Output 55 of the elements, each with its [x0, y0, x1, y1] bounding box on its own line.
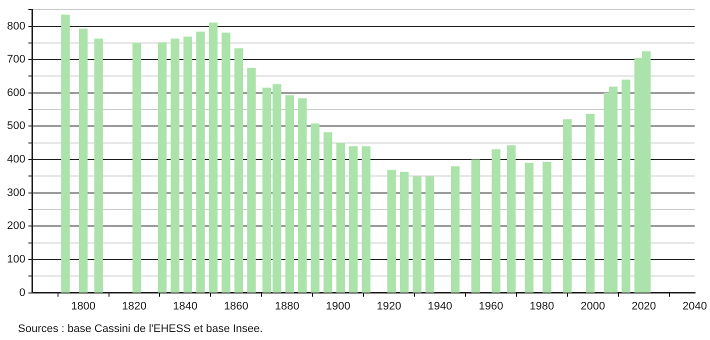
bar	[450, 166, 460, 293]
y-tick-label: 700	[6, 54, 26, 66]
bar	[412, 176, 422, 293]
bar	[542, 162, 552, 293]
bar	[324, 132, 332, 293]
y-tick-label: 300	[6, 186, 26, 199]
bar	[285, 95, 294, 293]
bar	[387, 170, 396, 293]
bar	[507, 145, 516, 293]
bar	[336, 142, 345, 293]
bar	[563, 119, 572, 293]
y-tick-label: 600	[6, 86, 26, 99]
source-note: Sources : base Cassini de l'EHESS et base Insee.	[18, 323, 263, 335]
y-tick-label: 200	[6, 220, 26, 232]
bar	[170, 38, 180, 293]
bar	[524, 162, 534, 293]
bar	[183, 36, 192, 293]
bar	[400, 172, 409, 293]
x-tick-label: 2040	[682, 300, 708, 312]
bar	[492, 149, 500, 293]
bar	[247, 68, 256, 293]
y-tick-label: 0	[19, 286, 26, 299]
x-tick-label: 1900	[326, 300, 350, 312]
bar	[222, 32, 230, 293]
bar	[362, 146, 370, 293]
bar	[310, 124, 320, 293]
bar	[196, 32, 205, 293]
bar	[425, 176, 434, 293]
y-tick-label: 800	[6, 20, 26, 32]
bar	[349, 146, 358, 293]
bar	[78, 28, 88, 293]
bar	[61, 14, 70, 293]
x-tick-label: 1820	[122, 300, 147, 312]
bar	[298, 98, 307, 293]
bar	[234, 48, 244, 293]
bar	[471, 160, 480, 293]
bar	[622, 80, 630, 293]
x-tick-label: 2020	[632, 300, 656, 312]
bar	[586, 114, 595, 293]
x-tick-label: 1860	[224, 300, 248, 312]
x-tick-label: 1960	[478, 300, 504, 312]
bar	[158, 42, 167, 293]
x-tick-label: 1940	[428, 300, 452, 312]
x-tick-label: 1920	[376, 300, 402, 312]
x-tick-label: 1980	[530, 300, 554, 312]
x-tick-label: 2000	[580, 300, 606, 312]
bar	[132, 42, 142, 293]
x-tick-label: 1840	[172, 300, 198, 312]
bar	[94, 38, 103, 293]
x-tick-label: 1880	[274, 300, 300, 312]
y-tick-label: 500	[6, 120, 26, 132]
x-tick-label: 1800	[71, 300, 96, 312]
bar	[208, 22, 218, 293]
y-tick-label: 100	[6, 254, 26, 266]
y-tick-label: 400	[6, 154, 26, 166]
